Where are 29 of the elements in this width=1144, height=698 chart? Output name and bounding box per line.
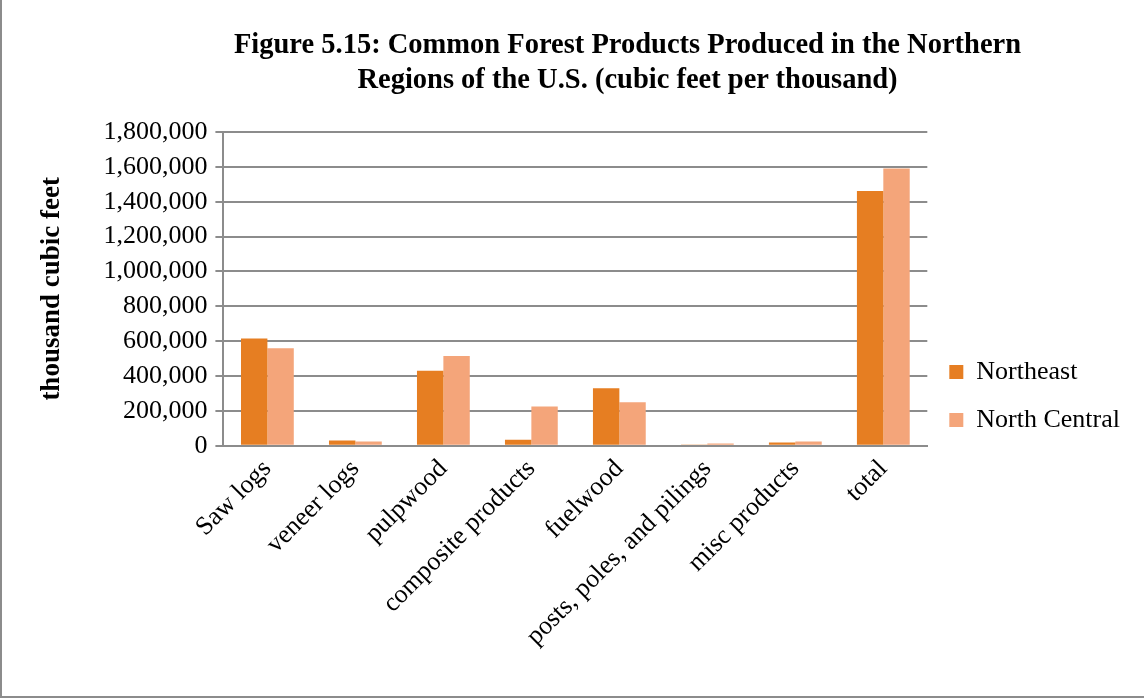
y-tick-label: 1,400,000 [103, 185, 208, 215]
chart-title: Figure 5.15: Common Forest Products Produced in the Northern Regions of the U.S. (cubic feet per thousand) [232, 27, 1023, 96]
bar [267, 348, 294, 445]
bar [592, 388, 620, 445]
legend-label: Northeast [976, 355, 1079, 385]
y-tick-label: 400,000 [122, 359, 208, 389]
y-tick-label: 1,800,000 [103, 115, 208, 145]
x-tick-label: total [839, 453, 893, 507]
bar [768, 442, 796, 445]
bar [355, 441, 382, 445]
bar [241, 338, 268, 445]
bar [856, 190, 884, 445]
y-tick-label: 600,000 [122, 324, 208, 354]
y-tick-label: 200,000 [122, 394, 208, 424]
bar [531, 406, 558, 445]
bar [504, 439, 532, 445]
bar [795, 441, 822, 445]
bar [883, 168, 910, 445]
bar [328, 440, 356, 445]
y-tick-label: 1,000,000 [103, 255, 208, 285]
y-tick-label: 0 [194, 429, 208, 459]
y-tick-label: 800,000 [122, 290, 208, 320]
bar [416, 370, 444, 445]
bar [443, 355, 470, 445]
y-tick-label: 1,200,000 [103, 220, 208, 250]
legend-label: North Central [976, 403, 1120, 433]
bar [619, 402, 646, 445]
y-axis-title: thousand cubic feet [35, 177, 66, 401]
y-tick-label: 1,600,000 [103, 150, 208, 180]
